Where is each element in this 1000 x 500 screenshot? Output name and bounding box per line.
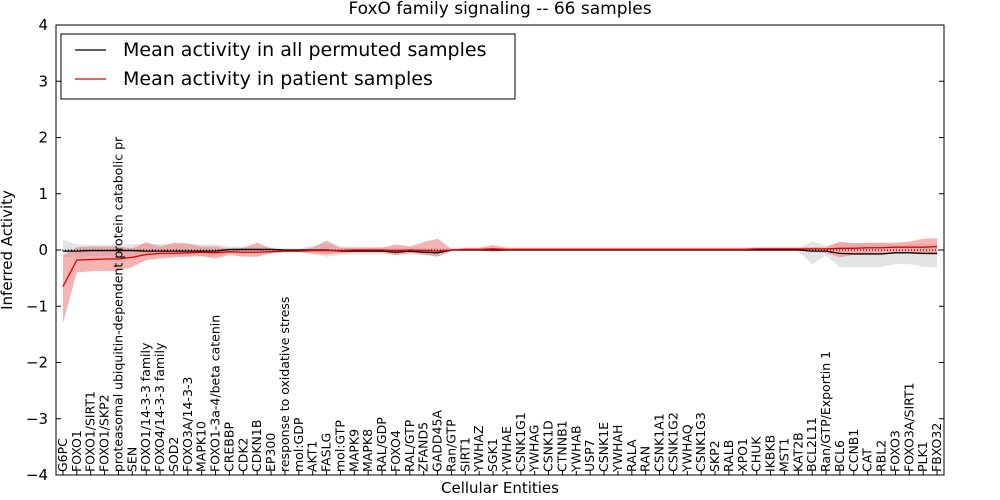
x-tick-label: MAPK8 [360,429,375,472]
band-series-0 [62,239,938,267]
x-tick-label: RAL/GTP [402,419,417,472]
y-tick-label: 0 [38,241,48,259]
x-tick-label: proteasomal ubiquitin-dependent protein … [110,136,125,472]
x-tick-label: FOXO3A/14-3-3 [180,377,195,472]
x-tick-label: FASLG [319,433,334,472]
x-tick-label: CSNK1G3 [693,412,708,472]
legend: Mean activity in all permuted samples Me… [60,33,516,100]
legend-label-patient: Mean activity in patient samples [123,68,433,90]
y-tick-label: 3 [38,72,48,90]
x-tick-label: YWHAE [499,426,514,473]
x-tick-label: SOD2 [166,437,181,472]
x-tick-label: AKT1 [305,441,320,472]
chart-title: FoxO family signaling -- 66 samples [348,0,651,19]
x-tick-label: FOXO3A/SIRT1 [901,382,916,472]
x-tick-label: CSNK1E [596,422,611,472]
x-tick-label: IKBKB [763,435,778,472]
x-tick-label: EP300 [263,433,278,472]
x-tick-label: YWHAG [527,425,542,473]
plot-area-frame [55,24,945,476]
x-tick-label: G6PC [55,438,70,472]
x-tick-label: FOXO3 [887,430,902,472]
x-tick-label: KAT2B [790,432,805,472]
x-tick-label: YWHAH [610,425,625,473]
x-tick-label: CREBBP [221,422,236,472]
y-tick-label: −1 [26,297,48,315]
x-tick-label: FOXO1-3a-4/beta catenin [208,315,223,472]
y-tick-label: −4 [26,466,48,484]
x-tick-label: FOXO4 [388,430,403,472]
x-tick-label: CSNK1D [541,420,556,472]
x-tick-label: RAN [638,446,653,472]
x-tick-label: SKP2 [707,440,722,472]
y-tick-label: 2 [38,129,48,147]
x-tick-label: FOXO1/SKP2 [97,394,112,472]
x-tick-label: SGK1 [485,438,500,472]
x-tick-label: PLK1 [915,441,930,472]
x-tick-label: CCNB1 [846,429,861,472]
series-lines [62,245,938,287]
x-tick-label: CDK2 [235,437,250,472]
x-tick-label: MST1 [776,438,791,472]
x-tick-label: CHUK [749,436,764,472]
x-tick-label: GADD45A [430,410,445,472]
y-tick-label: 1 [38,185,48,203]
x-tick-label: Ran/GTP/Exportin 1 [818,351,833,472]
x-tick-label: mol:GTP [332,420,347,472]
x-tick-label: response to oxidative stress [277,297,292,472]
x-tick-label: ZFAND5 [416,422,431,472]
x-tick-label: CTNNB1 [554,420,569,472]
x-axis-label: Cellular Entities [441,479,559,497]
legend-label-permuted: Mean activity in all permuted samples [123,39,486,61]
y-tick-label: −3 [26,410,48,428]
y-axis-label: Inferred Activity [0,190,16,310]
x-tick-label: YWHAZ [471,425,486,473]
x-tick-label: SIRT1 [457,437,472,472]
x-tick-label: SEN [124,447,139,472]
x-tick-label: RALA [624,439,639,472]
legend-box [60,33,516,100]
x-tick-label: MAPK9 [346,429,361,472]
x-tick-label: CSNK1A1 [652,413,667,472]
confidence-bands [62,238,938,324]
x-tick-label: FOXO1 [69,430,84,472]
x-tick-label: FOXO1/SIRT1 [83,391,98,472]
x-tick-label: CAT [860,448,875,472]
line-series-0 [62,248,938,255]
x-tick-label: RBL2 [874,440,889,472]
x-tick-label: BCL6 [832,440,847,472]
y-axis: −4 −3 −2 −1 0 1 2 3 4 [26,16,944,484]
x-tick-label: RAL/GDP [374,417,389,472]
x-tick-label: RALB [721,440,736,472]
x-tick-label: YWHAB [568,425,583,473]
x-tick-label: BCL2L11 [804,417,819,472]
x-tick-label: Ran/GTP [443,419,458,472]
x-tick-label: mol:GDP [291,417,306,472]
line-series-1 [62,245,938,287]
x-tick-label: YWHAQ [679,424,694,473]
x-tick-label: CDKN1B [249,420,264,472]
x-tick-label: CSNK1G1 [513,412,528,472]
x-tick-label: FBXO32 [929,423,944,472]
x-tick-label: USP7 [582,439,597,472]
x-tick-labels: G6PCFOXO1FOXO1/SIRT1FOXO1/SKP2proteasoma… [55,136,944,475]
y-tick-label: −2 [26,354,48,372]
x-tick-label: FOXO4/14-3-3 family [152,342,167,472]
band-series-1 [62,238,938,324]
x-tick-label: FOXO1/14-3-3 family [138,342,153,472]
x-tick-label: MAPK10 [194,421,209,472]
y-tick-label: 4 [38,16,48,34]
x-tick-label: XPO1 [735,438,750,472]
x-tick-label: CSNK1G2 [665,412,680,472]
